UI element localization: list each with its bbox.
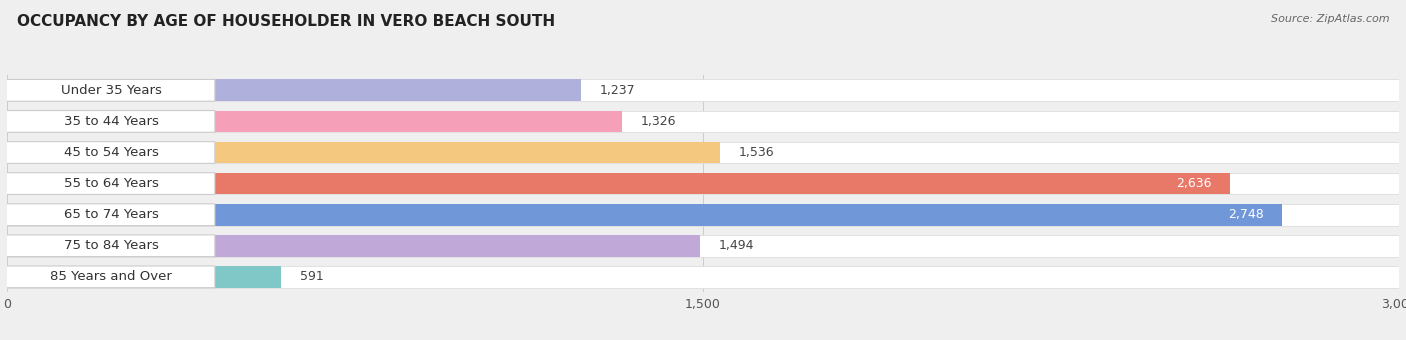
FancyBboxPatch shape — [6, 204, 215, 225]
Text: 1,326: 1,326 — [641, 115, 676, 128]
Text: 55 to 64 Years: 55 to 64 Years — [65, 177, 159, 190]
Text: 75 to 84 Years: 75 to 84 Years — [65, 239, 159, 252]
FancyBboxPatch shape — [6, 142, 215, 164]
FancyBboxPatch shape — [6, 235, 215, 257]
Bar — [7, 235, 1399, 257]
Bar — [7, 110, 623, 132]
Bar — [7, 173, 1230, 194]
Bar — [7, 235, 700, 257]
Bar — [7, 266, 1399, 288]
FancyBboxPatch shape — [6, 173, 215, 194]
Bar — [7, 110, 1399, 132]
Text: 1,494: 1,494 — [718, 239, 754, 252]
Bar — [7, 142, 1399, 164]
FancyBboxPatch shape — [6, 80, 215, 101]
Text: 2,636: 2,636 — [1175, 177, 1212, 190]
Text: Source: ZipAtlas.com: Source: ZipAtlas.com — [1271, 14, 1389, 23]
Text: 65 to 74 Years: 65 to 74 Years — [65, 208, 159, 221]
FancyBboxPatch shape — [6, 110, 215, 132]
Bar — [7, 266, 281, 288]
Text: 1,536: 1,536 — [738, 146, 773, 159]
Bar — [7, 142, 720, 164]
Bar — [7, 80, 1399, 101]
Text: 1,237: 1,237 — [599, 84, 636, 97]
Bar — [7, 204, 1282, 225]
Bar — [7, 80, 581, 101]
Bar — [7, 204, 1399, 225]
Text: OCCUPANCY BY AGE OF HOUSEHOLDER IN VERO BEACH SOUTH: OCCUPANCY BY AGE OF HOUSEHOLDER IN VERO … — [17, 14, 555, 29]
Text: 45 to 54 Years: 45 to 54 Years — [65, 146, 159, 159]
FancyBboxPatch shape — [6, 266, 215, 288]
Text: 2,748: 2,748 — [1227, 208, 1264, 221]
Text: 591: 591 — [299, 270, 323, 283]
Text: Under 35 Years: Under 35 Years — [60, 84, 162, 97]
Text: 35 to 44 Years: 35 to 44 Years — [65, 115, 159, 128]
Text: 85 Years and Over: 85 Years and Over — [51, 270, 173, 283]
Bar — [7, 173, 1399, 194]
